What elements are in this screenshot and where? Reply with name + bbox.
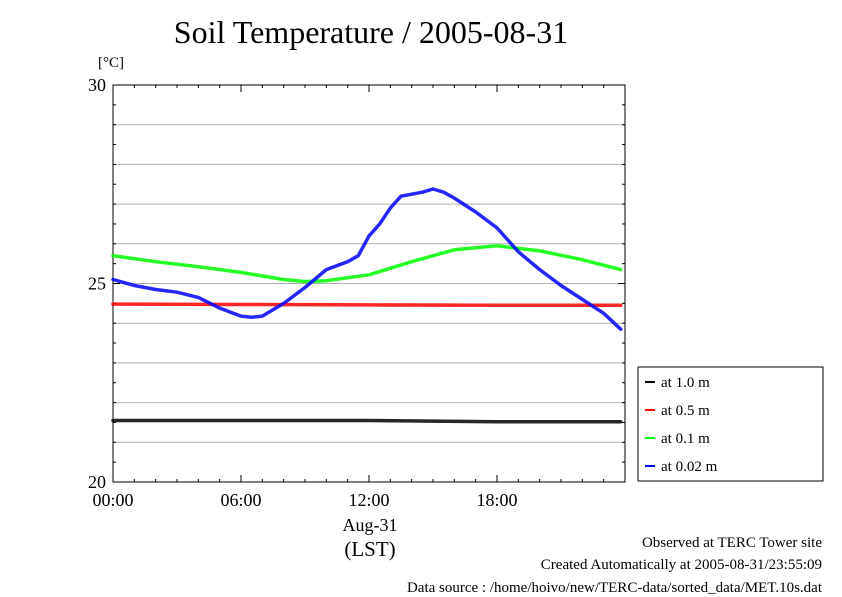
y-tick-label: 25 xyxy=(88,274,106,294)
footer-observed-site: Observed at TERC Tower site xyxy=(641,535,822,551)
y-tick-label: 30 xyxy=(88,75,106,95)
series-line xyxy=(111,244,623,284)
footer-data-source: Data source : /home/hoivo/new/TERC-data/… xyxy=(406,580,822,596)
series-line xyxy=(111,187,623,331)
x-axis-timezone-label: (LST) xyxy=(344,537,396,561)
legend-label: at 0.1 m xyxy=(661,431,710,447)
y-axis-unit-label: [°C] xyxy=(98,55,124,71)
x-tick-label: 18:00 xyxy=(476,490,517,510)
series-line xyxy=(111,418,623,424)
series-line xyxy=(111,302,623,308)
y-tick-label: 20 xyxy=(88,472,106,492)
x-tick-label: 00:00 xyxy=(92,490,133,510)
legend-label: at 1.0 m xyxy=(661,375,710,391)
legend-label: at 0.5 m xyxy=(661,403,710,419)
chart-title: Soil Temperature / 2005-08-31 xyxy=(173,14,569,50)
footer-created-timestamp: Created Automatically at 2005-08-31/23:5… xyxy=(540,557,822,573)
x-tick-label: 12:00 xyxy=(348,490,389,510)
legend-box xyxy=(637,366,824,482)
x-tick-label: 06:00 xyxy=(220,490,261,510)
legend-label: at 0.02 m xyxy=(661,459,718,475)
x-axis-date-label: Aug-31 xyxy=(342,515,398,535)
